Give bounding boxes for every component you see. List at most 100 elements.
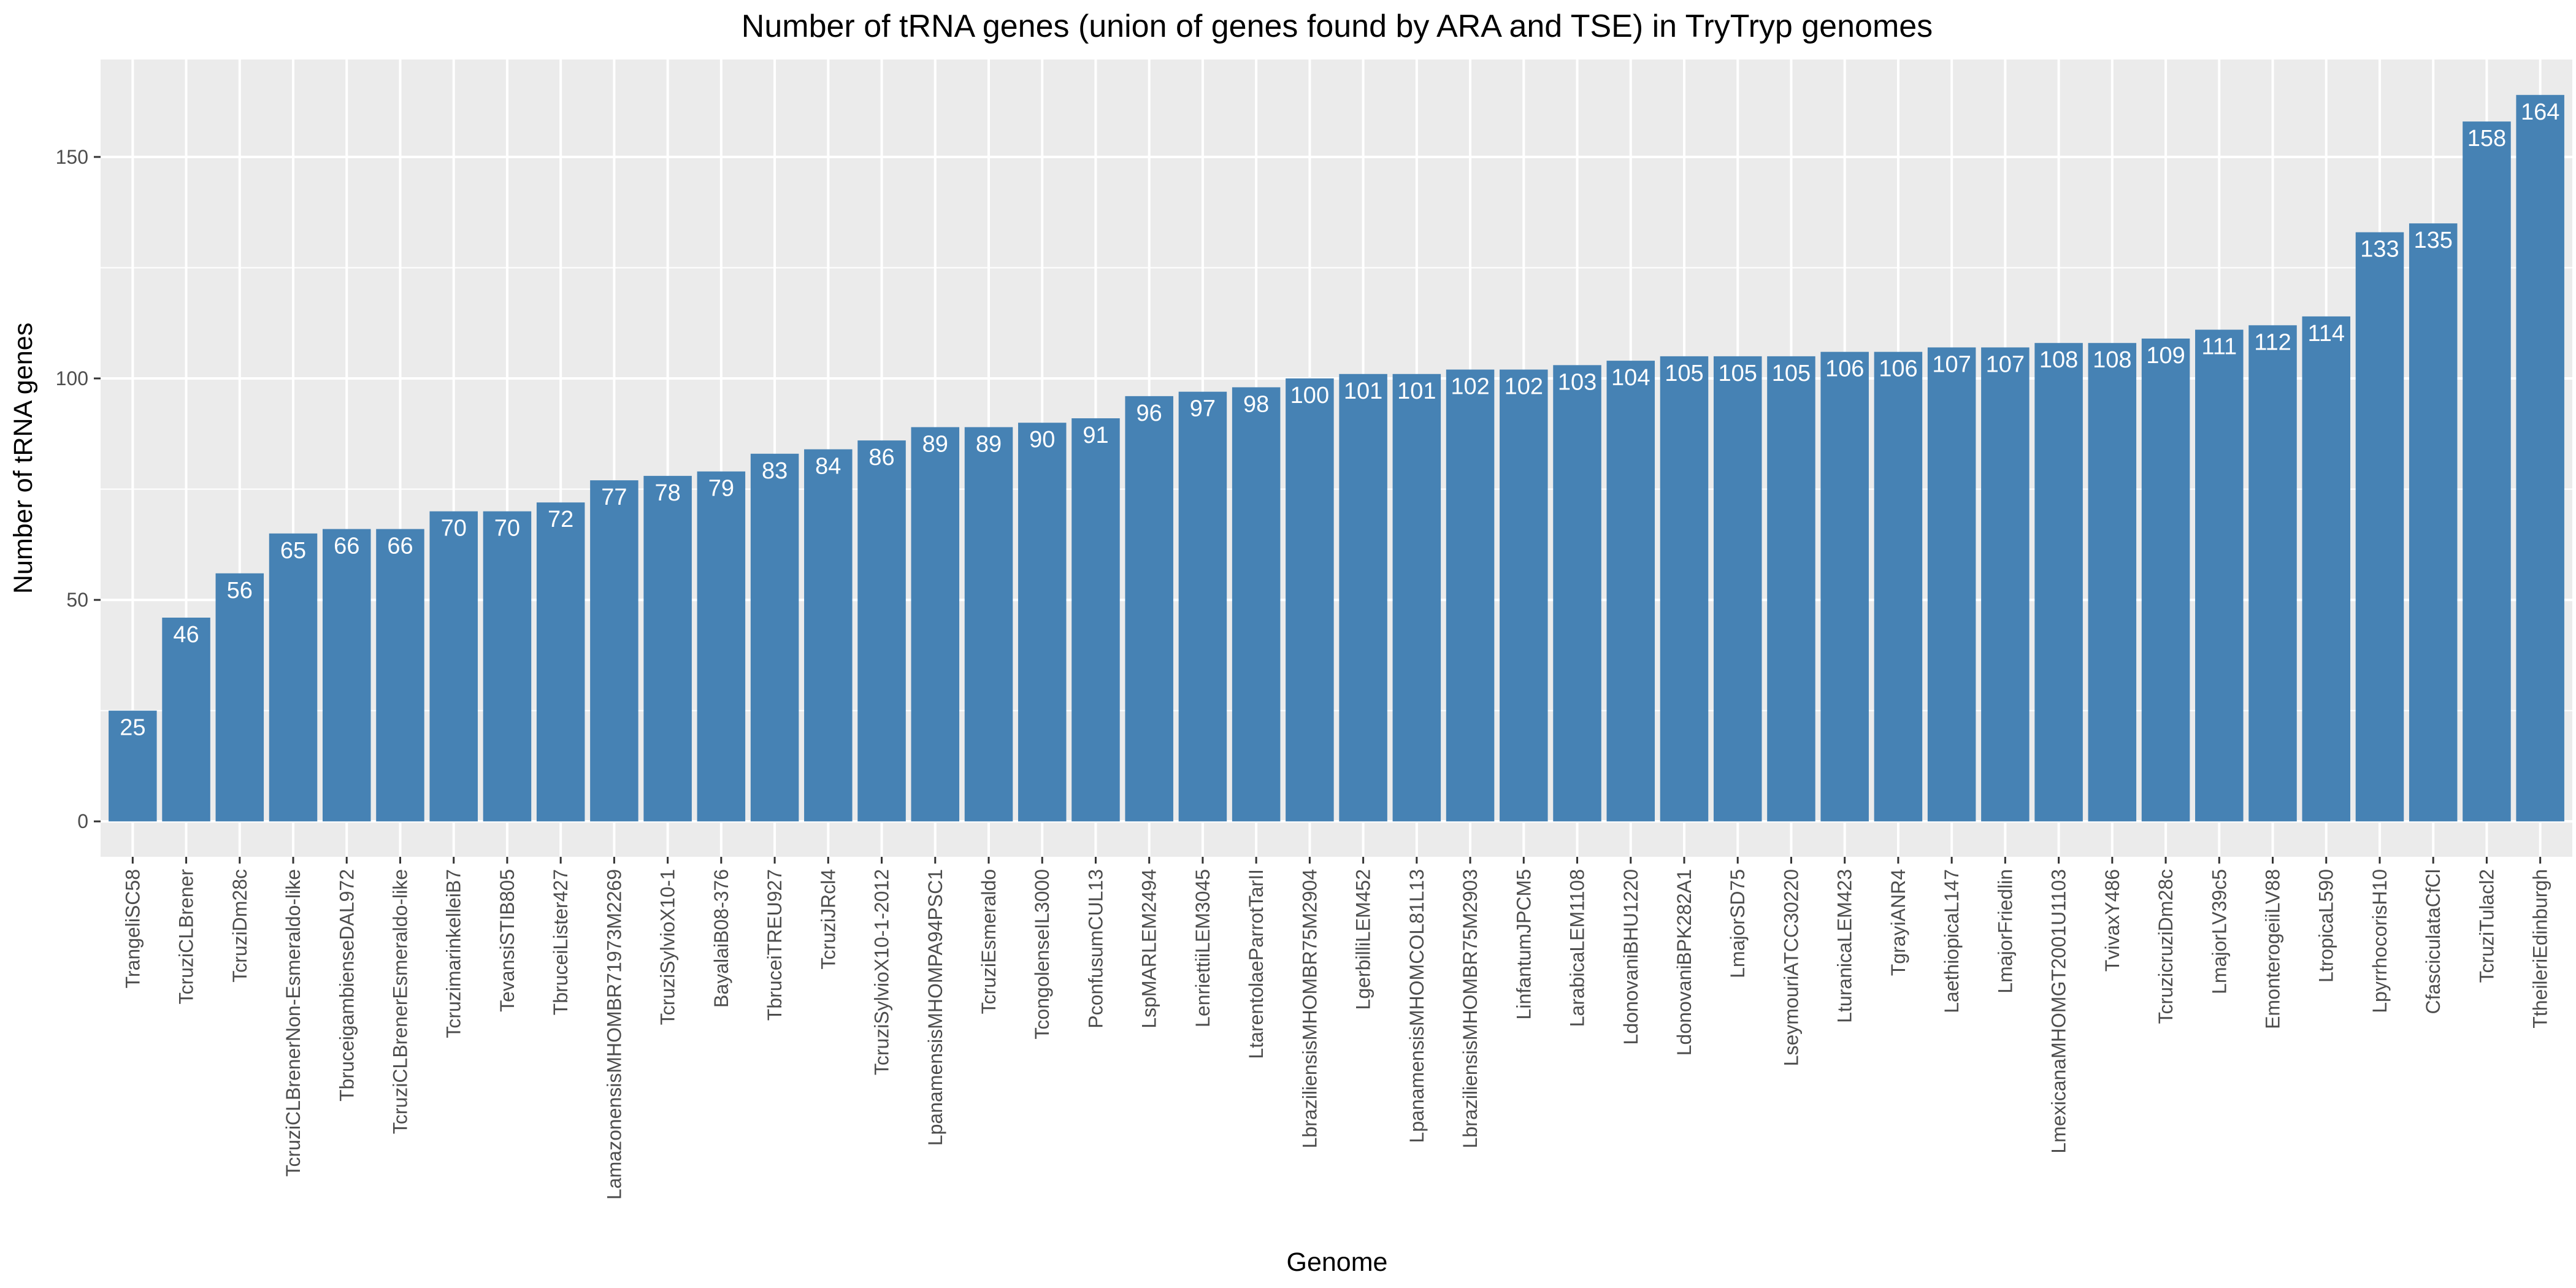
bar xyxy=(2248,325,2297,822)
bar xyxy=(2302,316,2350,822)
bar-value-label: 112 xyxy=(2254,329,2291,355)
bar-value-label: 158 xyxy=(2467,126,2506,151)
bar-value-label: 78 xyxy=(654,480,680,506)
bar xyxy=(2516,94,2564,822)
bar-value-label: 66 xyxy=(387,534,413,559)
bar xyxy=(1553,365,1601,822)
bar xyxy=(1018,423,1067,822)
x-tick-label: LmexicanaMHOMGT2001U1103 xyxy=(2048,869,2070,1154)
x-tick-label: LtarentolaeParrotTarII xyxy=(1245,869,1267,1059)
bar-value-label: 72 xyxy=(548,507,573,532)
x-tick-label: TtheileriEdinburgh xyxy=(2529,869,2551,1029)
bar xyxy=(2034,343,2083,822)
bar-value-label: 109 xyxy=(2146,343,2185,369)
bar-value-label: 25 xyxy=(120,715,145,741)
bar xyxy=(1232,387,1281,822)
bar-value-label: 77 xyxy=(601,485,627,510)
x-tick-label: TcruziCLBrenerNon-Esmeraldo-like xyxy=(282,869,304,1177)
bar-value-label: 105 xyxy=(1665,361,1703,386)
y-tick-label: 0 xyxy=(77,810,88,832)
bar xyxy=(2195,329,2244,822)
x-tick-label: LpyrrhocorisH10 xyxy=(2369,869,2391,1013)
bar-value-label: 83 xyxy=(762,458,788,484)
bar xyxy=(1820,351,1869,822)
x-tick-label: TcruziSylvioX10-1-2012 xyxy=(871,869,893,1075)
bar xyxy=(911,427,960,822)
bar xyxy=(429,511,478,822)
bar xyxy=(857,440,906,822)
x-tick-label: LbraziliensisMHOMBR75M2904 xyxy=(1298,869,1321,1148)
x-tick-label: LenriettiiLEM3045 xyxy=(1192,869,1214,1027)
bar xyxy=(2409,223,2458,822)
x-tick-label: TcruziTulacl2 xyxy=(2475,869,2497,983)
bar-value-label: 164 xyxy=(2521,99,2559,125)
x-tick-label: LtropicaL590 xyxy=(2315,869,2337,983)
x-tick-label: TcruziJRcl4 xyxy=(817,869,839,970)
bar-value-label: 106 xyxy=(1879,356,1917,382)
x-tick-label: LarabicaLEM1108 xyxy=(1566,869,1589,1027)
x-tick-label: TcruziDm28c xyxy=(229,869,251,983)
y-axis: 0 50 100 150 xyxy=(56,146,101,832)
bar-value-label: 66 xyxy=(334,534,359,559)
x-tick-label: LgerbilliLEM452 xyxy=(1352,869,1374,1010)
bar-value-label: 90 xyxy=(1029,427,1055,453)
bar-value-labels: 25 46 56 65 66 66 70 70 72 77 78 79 83 84 86 89 89 90 91 96… xyxy=(120,99,2559,741)
bar xyxy=(1660,356,1709,822)
bar xyxy=(1446,369,1495,822)
x-tick-label: LmajorFriedlin xyxy=(1994,869,2016,994)
x-tick-label: EmonterogeiiLV88 xyxy=(2262,869,2284,1029)
bar xyxy=(643,475,692,822)
bar xyxy=(1125,396,1173,822)
x-tick-label: LdonovaniBPK282A1 xyxy=(1673,869,1695,1056)
bar-value-label: 104 xyxy=(1611,365,1650,391)
x-tick-label: LpanamensisMHOMPA94PSC1 xyxy=(924,869,946,1146)
bar-value-label: 46 xyxy=(173,622,199,648)
bar-value-label: 105 xyxy=(1772,361,1811,386)
y-tick-label: 50 xyxy=(66,589,88,611)
bar-value-label: 86 xyxy=(868,445,894,470)
bar-value-label: 56 xyxy=(227,578,253,604)
bar xyxy=(1286,378,1334,822)
bar xyxy=(2141,339,2190,822)
bar xyxy=(1767,356,1815,822)
x-tick-label: LturanicaLEM423 xyxy=(1834,869,1856,1023)
x-tick-label: TcruzimarinkelleiB7 xyxy=(443,869,465,1038)
bar xyxy=(323,529,371,822)
bar-value-label: 65 xyxy=(280,538,306,564)
x-tick-label: TbruceiTREU927 xyxy=(764,869,786,1021)
bar-value-label: 133 xyxy=(2360,237,2399,263)
x-tick-label: TcruziEsmeraldo xyxy=(978,869,1000,1014)
x-tick-label: TevansiSTIB805 xyxy=(496,869,518,1012)
x-tick-label: LspMARLEM2494 xyxy=(1138,869,1160,1029)
bar-value-label: 89 xyxy=(976,431,1002,457)
bar-value-label: 107 xyxy=(1932,351,1971,377)
bar xyxy=(1339,374,1387,822)
bar-value-label: 102 xyxy=(1505,374,1543,400)
bar-value-label: 97 xyxy=(1190,396,1216,422)
bar-value-label: 103 xyxy=(1558,369,1597,395)
x-tick-label: TcruziSylvioX10-1 xyxy=(657,869,679,1025)
bar xyxy=(2355,232,2404,822)
bar xyxy=(1874,351,1923,822)
bar-value-label: 70 xyxy=(441,516,467,542)
bar-value-label: 105 xyxy=(1719,361,1757,386)
x-tick-label: TcruziCLBrenerEsmeraldo-like xyxy=(389,869,411,1134)
y-axis-title: Number of tRNA genes xyxy=(9,323,38,594)
x-tick-label: TrangeliSC58 xyxy=(121,869,144,988)
bar-value-label: 135 xyxy=(2414,228,2453,253)
bar-value-label: 114 xyxy=(2307,321,2345,347)
bar xyxy=(964,427,1013,822)
bar-value-label: 111 xyxy=(2201,334,2237,360)
bar-value-label: 91 xyxy=(1083,423,1108,448)
bar-value-label: 101 xyxy=(1344,378,1382,404)
bar xyxy=(1981,347,2030,822)
x-axis: TrangeliSC58 TcruziCLBrener TcruziDm28c Tcr… xyxy=(121,857,2551,1200)
x-tick-label: TcruziCLBrener xyxy=(175,869,197,1005)
bar-value-label: 108 xyxy=(2093,347,2131,373)
x-axis-title: Genome xyxy=(1287,1248,1388,1277)
x-tick-label: TvivaxY486 xyxy=(2101,869,2123,972)
bar-value-label: 100 xyxy=(1290,383,1329,408)
bar xyxy=(483,511,532,822)
bar xyxy=(109,710,157,822)
